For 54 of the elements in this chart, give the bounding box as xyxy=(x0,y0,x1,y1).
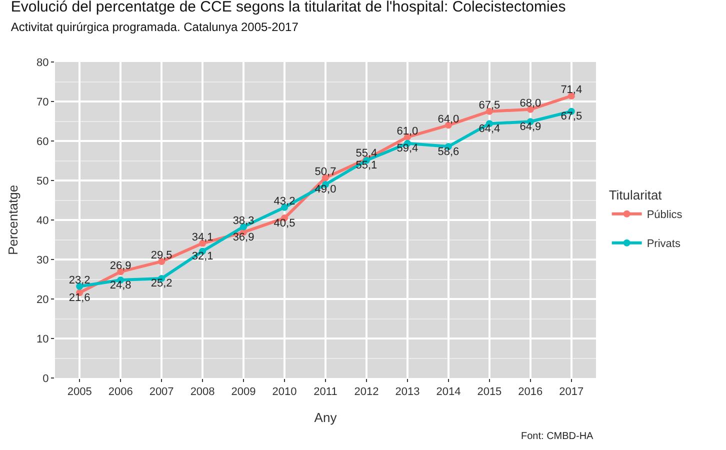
data-label: 61,0 xyxy=(396,125,418,138)
data-label: 71,4 xyxy=(560,84,582,96)
data-label: 67,5 xyxy=(560,110,582,123)
data-label: 26,9 xyxy=(110,260,132,272)
y-tick-label: 40 xyxy=(36,214,49,227)
data-label: 21,6 xyxy=(68,292,90,304)
x-tick-label: 2013 xyxy=(395,386,420,398)
legend-label: Públics xyxy=(646,209,683,222)
data-label: 68,0 xyxy=(520,98,542,110)
y-tick-label: 60 xyxy=(36,136,49,148)
x-tick-label: 2016 xyxy=(518,386,543,398)
data-label: 36,9 xyxy=(232,232,254,244)
chart-subtitle: Activitat quirúrgica programada. Catalunya 2005-2017 xyxy=(10,20,299,34)
x-axis-title: Any xyxy=(314,410,338,425)
data-label: 38,3 xyxy=(232,214,254,227)
data-label: 67,5 xyxy=(478,100,500,112)
data-label: 34,1 xyxy=(192,232,214,244)
x-tick-label: 2011 xyxy=(314,386,338,398)
data-label: 29,5 xyxy=(150,250,172,262)
x-tick-label: 2015 xyxy=(477,386,502,398)
data-label: 50,7 xyxy=(314,166,336,178)
data-label: 25,2 xyxy=(150,278,172,290)
data-label: 64,4 xyxy=(478,122,500,135)
x-tick-label: 2005 xyxy=(67,386,92,398)
x-tick-label: 2007 xyxy=(149,386,174,398)
x-tick-label: 2010 xyxy=(272,386,297,398)
x-tick-label: 2009 xyxy=(231,386,256,398)
data-label: 64,9 xyxy=(520,120,542,133)
x-tick-label: 2014 xyxy=(436,386,461,398)
data-label: 49,0 xyxy=(314,184,336,196)
x-tick-label: 2006 xyxy=(108,386,133,398)
x-tick-label: 2008 xyxy=(190,386,215,398)
y-tick-label: 20 xyxy=(36,294,49,306)
y-tick-label: 70 xyxy=(36,96,49,108)
data-label: 40,5 xyxy=(274,217,296,230)
text: Font: CMBD-HA xyxy=(521,431,594,442)
y-tick-label: 30 xyxy=(36,254,49,266)
data-label: 64,0 xyxy=(438,113,460,126)
x-tick-label: 2017 xyxy=(559,386,584,398)
y-tick-label: 0 xyxy=(42,372,49,385)
data-label: 55,1 xyxy=(356,160,378,172)
data-label: 59,4 xyxy=(396,142,418,155)
y-axis-title: Percentatge xyxy=(6,184,20,256)
data-label: 23,2 xyxy=(68,274,90,287)
chart-title: Evolució del percentatge de CCE segons la titularitat de l'hospital: Colecistectomies xyxy=(10,0,566,16)
y-tick-label: 10 xyxy=(36,333,49,346)
legend-title: Titularitat xyxy=(608,187,662,202)
data-label: 55,4 xyxy=(356,147,378,160)
x-tick-label: 2012 xyxy=(354,386,379,398)
legend-label: Privats xyxy=(646,238,681,250)
y-tick-label: 80 xyxy=(36,56,49,69)
y-tick-label: 50 xyxy=(36,175,49,188)
data-label: 24,8 xyxy=(110,279,132,292)
data-label: 58,6 xyxy=(438,146,460,158)
